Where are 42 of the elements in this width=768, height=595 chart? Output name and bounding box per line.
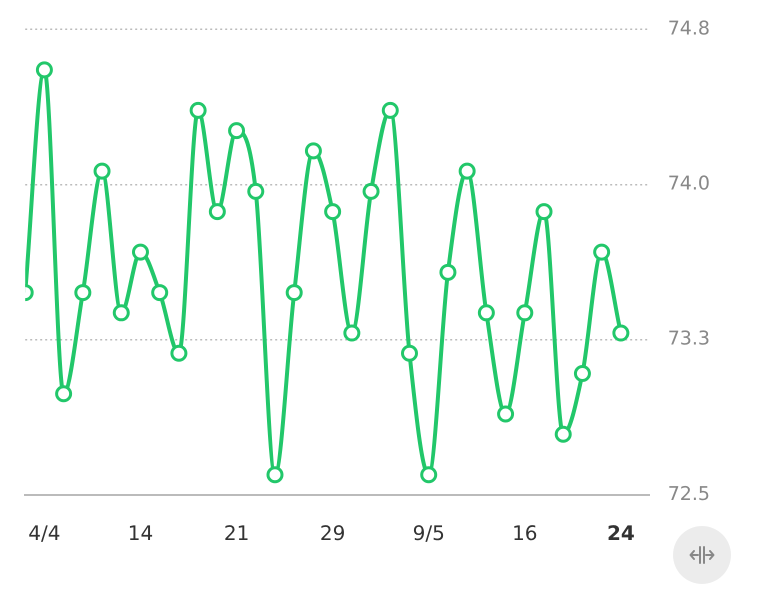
point [132, 244, 149, 261]
point [536, 203, 553, 220]
point [151, 284, 168, 302]
point [74, 284, 92, 302]
point [170, 344, 188, 362]
point [286, 284, 303, 302]
x-tick-label: 24 [606, 521, 635, 546]
x-tick-label: 9/5 [412, 521, 445, 546]
point [593, 244, 610, 261]
point [228, 122, 246, 140]
point [612, 324, 630, 342]
point [55, 385, 72, 402]
point [497, 406, 514, 423]
y-tick-label: 74.0 [668, 172, 710, 195]
point [190, 102, 207, 119]
point [36, 61, 53, 78]
point [420, 466, 438, 484]
point [94, 162, 111, 180]
point [439, 264, 456, 281]
y-tick-label: 73.3 [668, 328, 710, 350]
x-tick-label: 4/4 [28, 521, 60, 546]
y-tick-label: 72.5 [668, 482, 710, 505]
x-tick-label: 29 [320, 521, 346, 546]
point [478, 304, 495, 322]
point [304, 142, 322, 160]
point [362, 182, 380, 200]
x-tick-label: 21 [224, 521, 250, 546]
point [208, 203, 226, 220]
point [516, 304, 534, 322]
point [401, 344, 418, 362]
point [382, 102, 399, 119]
point [247, 182, 264, 200]
y-tick-label: 74.8 [668, 17, 710, 40]
point [574, 365, 591, 382]
point [112, 304, 130, 322]
point [343, 324, 360, 342]
point [324, 203, 342, 220]
point [554, 426, 572, 443]
point [266, 466, 284, 484]
x-tick-label: 14 [128, 521, 154, 546]
point [458, 162, 476, 180]
x-tick-label: 16 [512, 521, 538, 546]
